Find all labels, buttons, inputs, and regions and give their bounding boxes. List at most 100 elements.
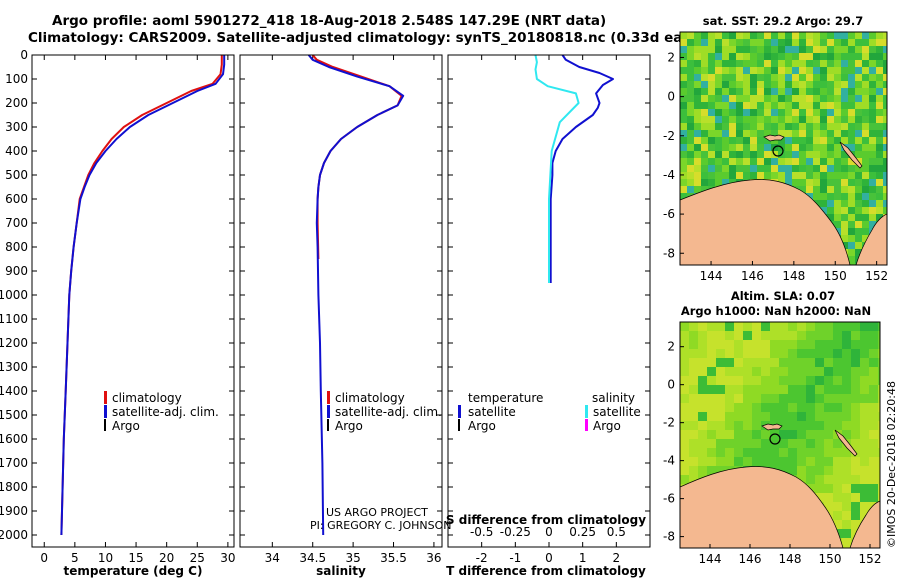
map-cell bbox=[834, 130, 842, 138]
map-cell bbox=[752, 349, 762, 359]
map-cell bbox=[860, 412, 870, 422]
map-cell bbox=[815, 322, 825, 332]
map-cell bbox=[725, 421, 735, 431]
map-cell bbox=[824, 457, 834, 467]
map-cell bbox=[797, 403, 807, 413]
map-cell bbox=[757, 151, 765, 159]
map-cell bbox=[841, 116, 849, 124]
map-cell bbox=[869, 88, 877, 96]
map-cell bbox=[841, 214, 849, 222]
map-cell bbox=[813, 186, 821, 194]
series-line-satellite-adj-clim- bbox=[60, 55, 226, 536]
map-cell bbox=[876, 95, 884, 103]
map-cell bbox=[734, 394, 744, 404]
map-cell bbox=[716, 403, 726, 413]
map-cell bbox=[883, 158, 887, 166]
map-cell bbox=[834, 32, 842, 40]
map-cell bbox=[734, 421, 744, 431]
map-cell bbox=[862, 95, 870, 103]
map-cell bbox=[680, 165, 688, 173]
map-cell bbox=[708, 144, 716, 152]
map-cell bbox=[689, 394, 699, 404]
map-y-tick-label: 2 bbox=[667, 50, 675, 64]
map-cell bbox=[792, 67, 800, 75]
map-cell bbox=[842, 448, 852, 458]
map-cell bbox=[799, 165, 807, 173]
map-cell bbox=[701, 165, 709, 173]
map-cell bbox=[722, 102, 730, 110]
map-cell bbox=[855, 116, 863, 124]
map-cell bbox=[764, 39, 772, 47]
map-cell bbox=[792, 151, 800, 159]
sla-map-frame bbox=[679, 321, 881, 549]
map-cell bbox=[855, 242, 863, 250]
map-cell bbox=[806, 421, 816, 431]
map-cell bbox=[680, 116, 688, 124]
map-cell bbox=[708, 74, 716, 82]
map-cell bbox=[764, 137, 772, 145]
map-cell bbox=[680, 322, 690, 332]
map-cell bbox=[799, 60, 807, 68]
map-cell bbox=[827, 53, 835, 61]
map-cell bbox=[788, 349, 798, 359]
map-cell bbox=[750, 109, 758, 117]
map-cell bbox=[708, 102, 716, 110]
map-cell bbox=[687, 144, 695, 152]
map-cell bbox=[878, 367, 880, 377]
map-cell bbox=[841, 165, 849, 173]
map-cell bbox=[878, 394, 880, 404]
map-cell bbox=[833, 421, 843, 431]
map-cell bbox=[750, 32, 758, 40]
map-cell bbox=[722, 88, 730, 96]
map-cell bbox=[698, 349, 708, 359]
map-cell bbox=[827, 95, 835, 103]
map-cell bbox=[778, 39, 786, 47]
map-cell bbox=[736, 151, 744, 159]
map-cell bbox=[806, 46, 814, 54]
map-cell bbox=[770, 457, 780, 467]
map-cell bbox=[736, 67, 744, 75]
map-y-tick-label: 0 bbox=[667, 90, 675, 104]
map-cell bbox=[736, 39, 744, 47]
map-cell bbox=[848, 46, 856, 54]
x-tick-label: 25 bbox=[190, 551, 205, 565]
map-cell bbox=[779, 340, 789, 350]
map-cell bbox=[815, 475, 825, 485]
map-cell bbox=[834, 165, 842, 173]
map-cell bbox=[841, 151, 849, 159]
map-cell bbox=[785, 67, 793, 75]
map-cell bbox=[855, 39, 863, 47]
map-cell bbox=[750, 130, 758, 138]
map-cell bbox=[806, 102, 814, 110]
map-cell bbox=[743, 144, 751, 152]
map-cell bbox=[707, 358, 717, 368]
map-cell bbox=[876, 165, 884, 173]
map-cell bbox=[806, 67, 814, 75]
map-cell bbox=[698, 385, 708, 395]
map-cell bbox=[841, 200, 849, 208]
y-tick-label: 400 bbox=[5, 144, 28, 158]
map-cell bbox=[680, 349, 690, 359]
map-cell bbox=[750, 165, 758, 173]
map-cell bbox=[716, 466, 726, 476]
map-cell bbox=[827, 109, 835, 117]
map-cell bbox=[792, 32, 800, 40]
map-cell bbox=[869, 151, 877, 159]
map-cell bbox=[834, 144, 842, 152]
map-cell bbox=[851, 466, 861, 476]
map-cell bbox=[841, 53, 849, 61]
map-cell bbox=[680, 340, 690, 350]
map-cell bbox=[813, 130, 821, 138]
map-y-tick-label: 2 bbox=[667, 340, 675, 354]
map-cell bbox=[827, 207, 835, 215]
map-cell bbox=[725, 394, 735, 404]
map-cell bbox=[743, 376, 753, 386]
map-cell bbox=[761, 349, 771, 359]
map-cell bbox=[722, 67, 730, 75]
temperature-panel: 0100200300400500600700800900100011001200… bbox=[0, 48, 236, 578]
map-cell bbox=[876, 102, 884, 110]
map-cell bbox=[734, 340, 744, 350]
map-cell bbox=[687, 109, 695, 117]
map-cell bbox=[701, 186, 709, 194]
map-cell bbox=[701, 74, 709, 82]
